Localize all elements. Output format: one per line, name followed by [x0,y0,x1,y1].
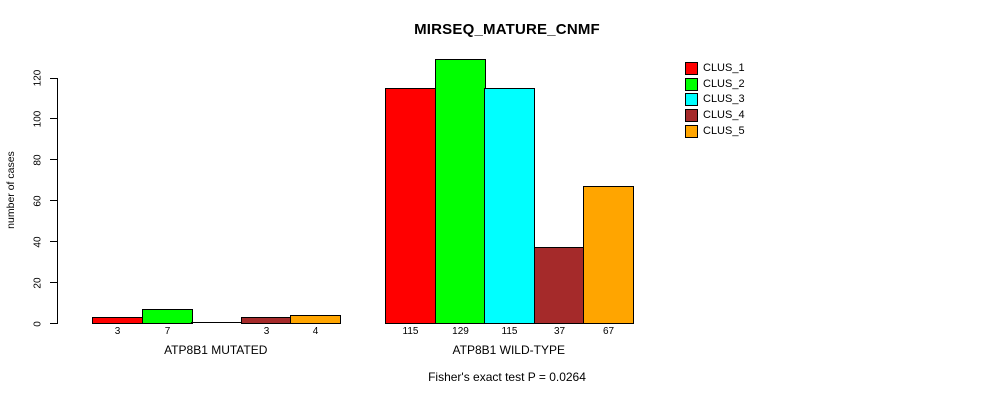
legend-item-label: CLUS_4 [703,109,745,122]
legend-item-label: CLUS_1 [703,62,745,74]
bar-value-label: 67 [602,326,615,337]
y-axis-tick-label: 60 [32,195,44,207]
y-axis-tick-label: 20 [32,277,44,289]
bar-mutated-clus_5 [290,315,341,324]
chart-title: MIRSEQ_MATURE_CNMF [414,21,600,38]
legend-item-label: CLUS_3 [703,93,745,106]
legend-item: CLUS_3 [685,93,745,107]
bar-value-label: 129 [452,326,469,337]
y-axis-tick [50,77,57,79]
bar-value-label: 4 [312,326,319,337]
bar-wildtype-clus_1 [385,88,436,324]
y-axis-tick [50,159,57,161]
bar-wildtype-clus_4 [534,247,585,324]
bar-wildtype-clus_3 [484,88,535,324]
legend-color-swatch-clus_3 [685,93,698,107]
y-axis-tick [50,282,57,284]
bar-wildtype-clus_5 [583,186,634,324]
legend-color-swatch-clus_5 [685,124,698,138]
group-label-mutated: ATP8B1 MUTATED [164,343,268,357]
legend-color-swatch-clus_2 [685,77,698,91]
legend-item-label: CLUS_2 [703,77,745,90]
legend-item-label: CLUS_5 [703,124,745,137]
bar-value-label: 7 [164,326,171,337]
bar-value-label: 37 [553,326,566,337]
y-axis-tick-label: 40 [32,236,44,248]
y-axis-tick [50,241,57,243]
legend-item: CLUS_5 [685,124,745,138]
bar-value-label: 115 [501,326,518,337]
legend-color-swatch-clus_4 [685,109,698,123]
bar-mutated-clus_3 [191,322,242,323]
legend-item: CLUS_2 [685,77,745,91]
group-label-wildtype: ATP8B1 WILD-TYPE [452,343,565,357]
y-axis-label: number of cases [5,151,17,229]
footnote-pvalue: Fisher's exact test P = 0.0264 [428,370,586,384]
legend: CLUS_1 CLUS_2 CLUS_3 CLUS_4 CLUS_5 [685,62,745,140]
y-axis-tick-label: 120 [32,69,44,87]
bar-value-label: 3 [114,326,121,337]
legend-item: CLUS_1 [685,62,745,75]
bar-value-label: 3 [263,326,270,337]
bar-mutated-clus_4 [241,317,292,324]
y-axis-tick-label: 0 [32,320,44,327]
legend-item: CLUS_4 [685,109,745,123]
y-axis-tick [50,323,57,324]
bar-wildtype-clus_2 [435,59,486,324]
bar-mutated-clus_1 [92,317,143,324]
y-axis-tick-label: 100 [32,110,44,128]
bar-mutated-clus_2 [142,309,193,324]
y-axis-tick [50,200,57,202]
legend-color-swatch-clus_1 [685,62,698,75]
y-axis-tick [50,118,57,120]
y-axis-tick-label: 80 [32,154,44,166]
y-axis-line [57,77,58,324]
bar-value-label: 115 [402,326,419,337]
